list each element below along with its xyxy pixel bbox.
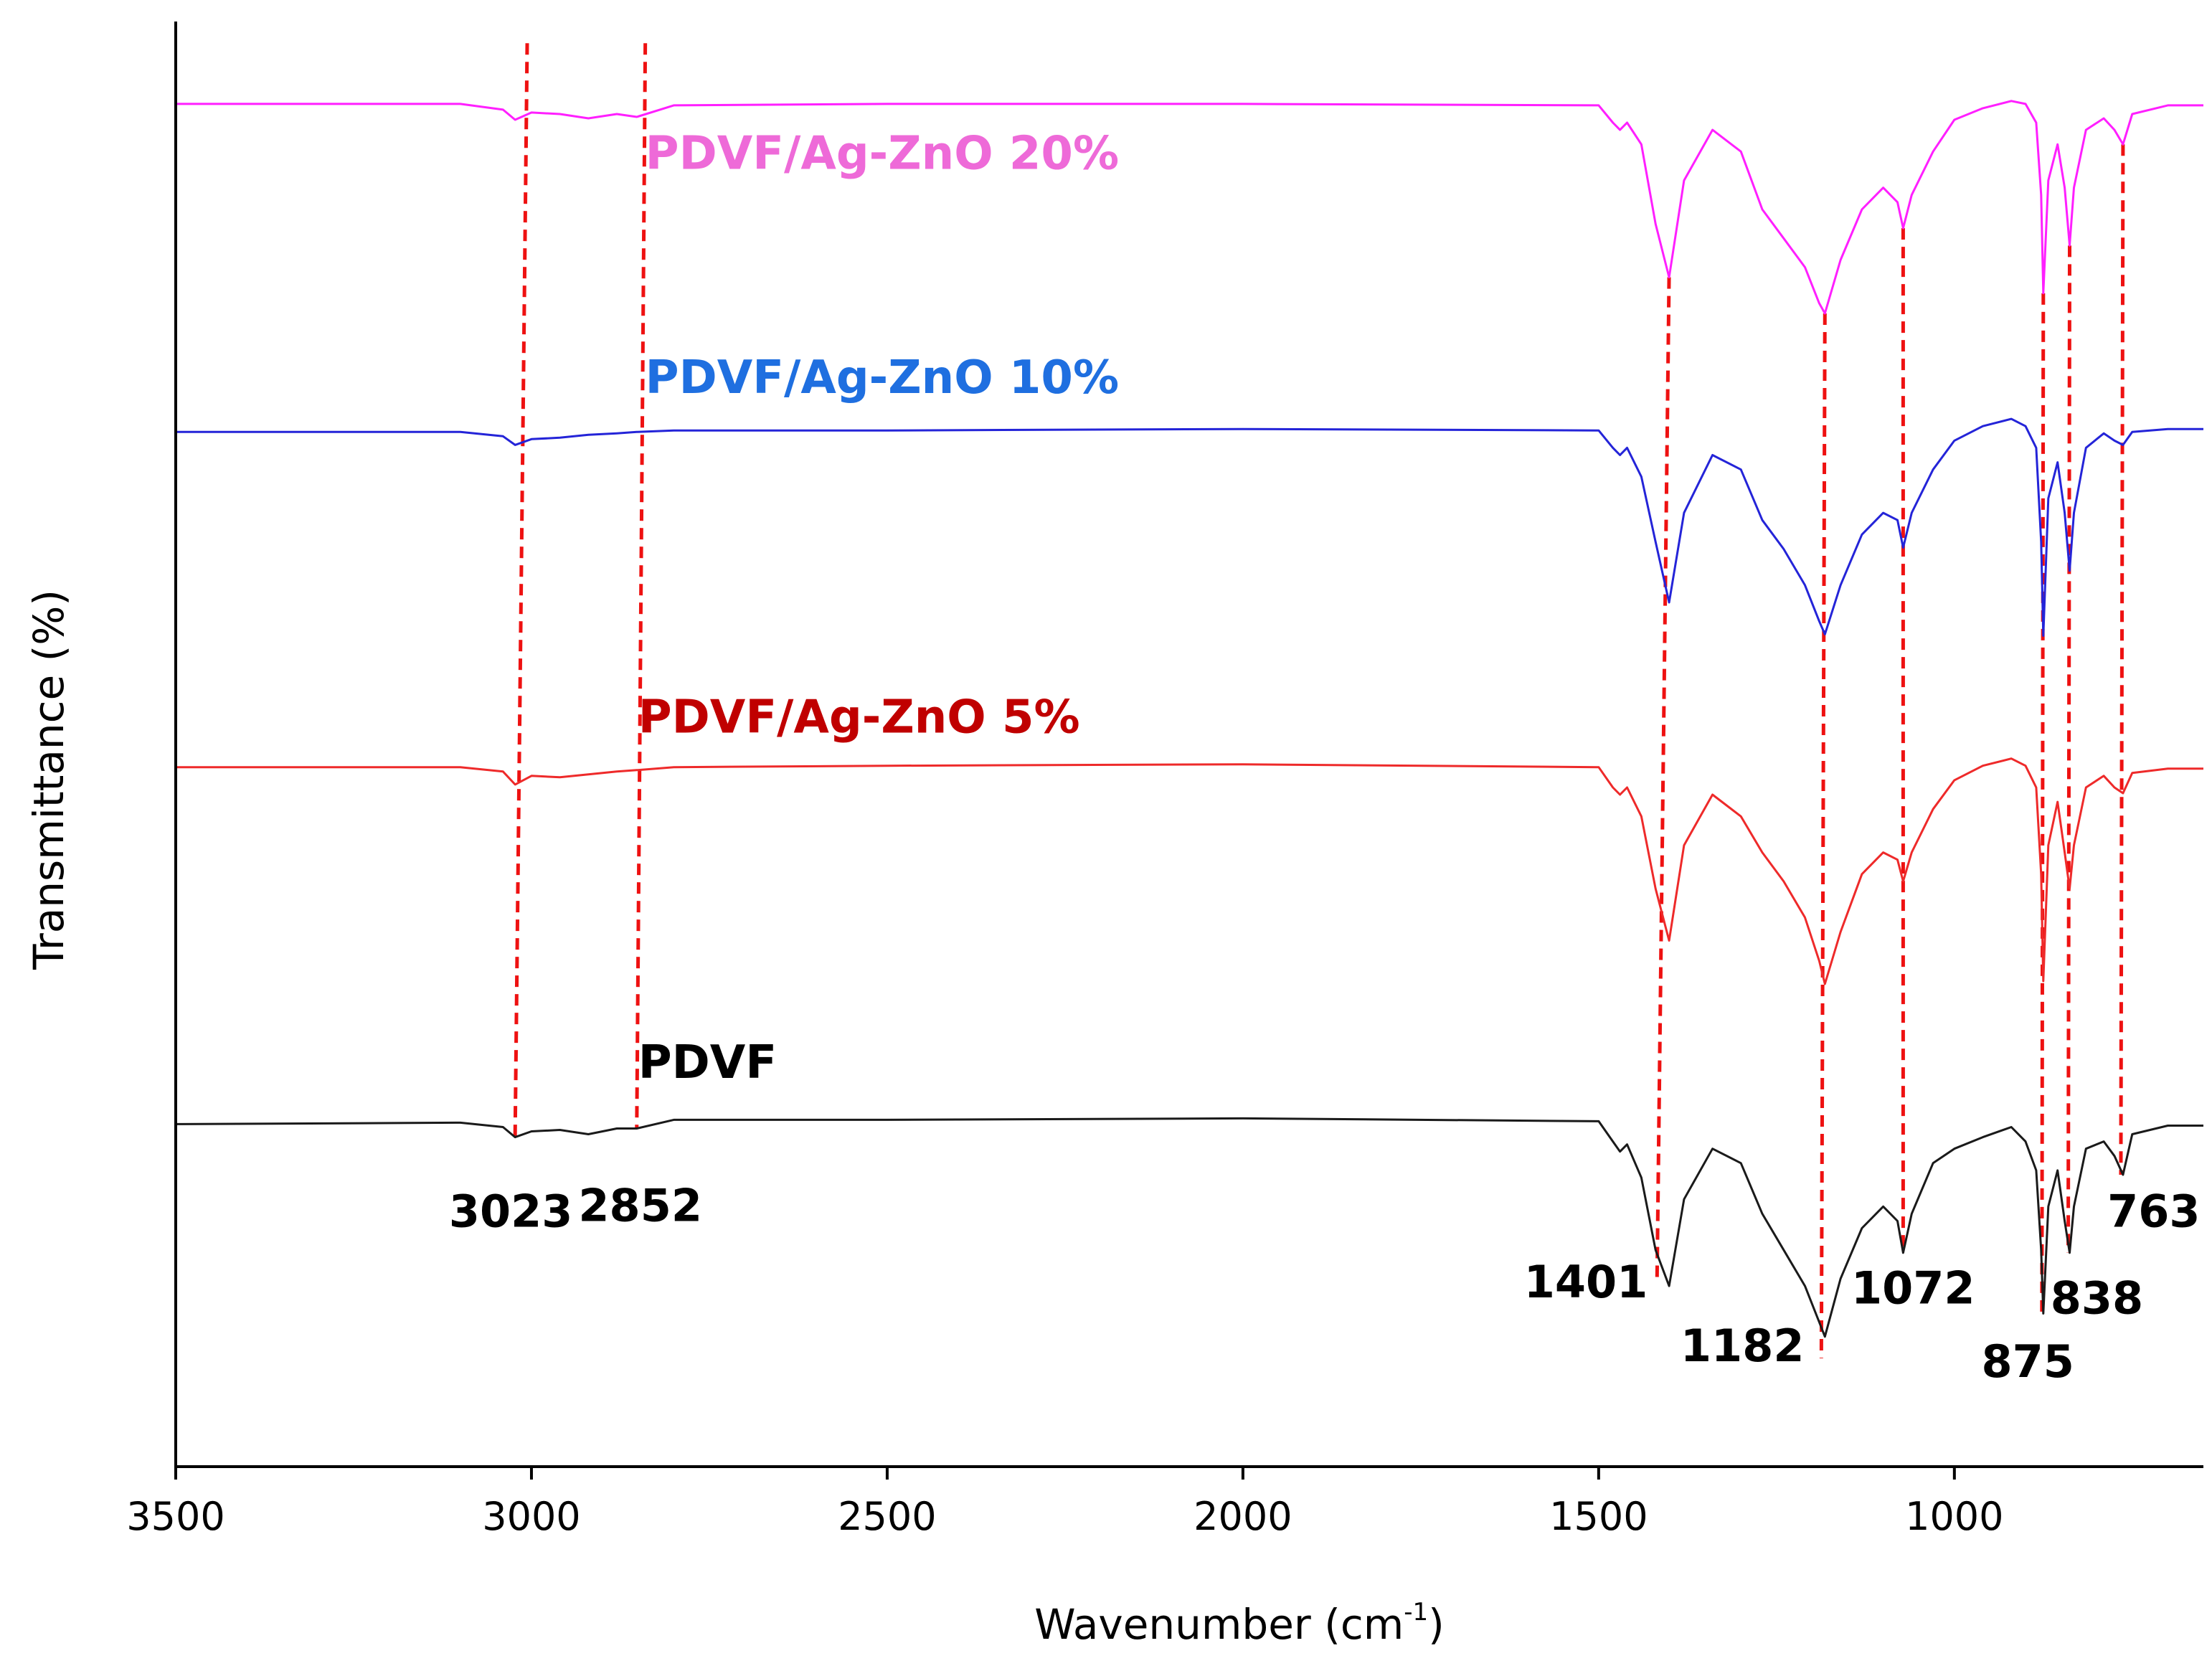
x-tick-label: 1500 xyxy=(1549,1494,1648,1539)
series-line-pdvf_10 xyxy=(176,417,2203,637)
peak-guide-line xyxy=(1819,313,1827,1358)
peak-label: 3023 xyxy=(449,1186,573,1238)
series-labels: PDVF/Ag-ZnO 20% PDVF/Ag-ZnO 10% PDVF/Ag-Zn… xyxy=(638,128,1119,1089)
series-label-pdvf_20: PDVF/Ag-ZnO 20% xyxy=(646,128,1119,181)
peak-guide-lines xyxy=(513,43,2125,1358)
x-tick-label: 2000 xyxy=(1194,1494,1292,1539)
spectra xyxy=(175,100,2203,1338)
peak-guide-line xyxy=(2119,144,2125,1175)
series-line-pdvf xyxy=(175,1117,2203,1338)
axes: 3500 3000 2500 2000 1500 1000 xyxy=(126,22,2203,1539)
peak-label: 875 xyxy=(1982,1335,2074,1388)
series-line-pdvf_5 xyxy=(176,757,2203,985)
series-label-pdvf: PDVF xyxy=(638,1036,777,1089)
peak-guide-line xyxy=(2040,293,2046,1314)
x-axis-title: Wavenumber (cm-1) xyxy=(1034,1598,1445,1649)
peak-guide-line xyxy=(513,43,529,1137)
peak-guide-line xyxy=(2066,245,2072,1253)
series-line-pdvf_20 xyxy=(176,100,2203,315)
peak-label: 2852 xyxy=(578,1179,702,1231)
y-axis-title: Transmittance (%) xyxy=(24,590,73,970)
series-label-pdvf_10: PDVF/Ag-ZnO 10% xyxy=(646,351,1119,404)
x-tick-label: 2500 xyxy=(838,1494,936,1539)
peak-label: 1072 xyxy=(1851,1262,1975,1314)
peak-label: 838 xyxy=(2051,1272,2143,1324)
peak-label: 1182 xyxy=(1681,1320,1805,1372)
peak-label: 1401 xyxy=(1524,1256,1648,1308)
series-label-pdvf_5: PDVF/Ag-ZnO 5% xyxy=(638,691,1080,744)
x-tick-label: 3500 xyxy=(126,1494,224,1539)
x-tick-label: 3000 xyxy=(482,1494,580,1539)
peak-label: 763 xyxy=(2107,1186,2200,1238)
x-axis-title-unit-exponent: -1 xyxy=(1404,1598,1428,1627)
x-tick-label: 1000 xyxy=(1905,1494,2003,1539)
peak-guide-line xyxy=(635,43,648,1129)
x-axis-title-close: ) xyxy=(1428,1600,1445,1649)
x-axis-title-main: Wavenumber (cm xyxy=(1034,1600,1404,1649)
